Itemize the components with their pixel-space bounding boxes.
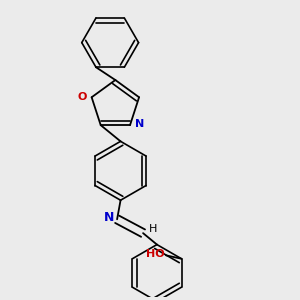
Text: N: N [135, 119, 144, 130]
Text: HO: HO [146, 249, 165, 259]
Text: O: O [77, 92, 87, 102]
Text: H: H [148, 224, 157, 234]
Text: N: N [104, 211, 115, 224]
